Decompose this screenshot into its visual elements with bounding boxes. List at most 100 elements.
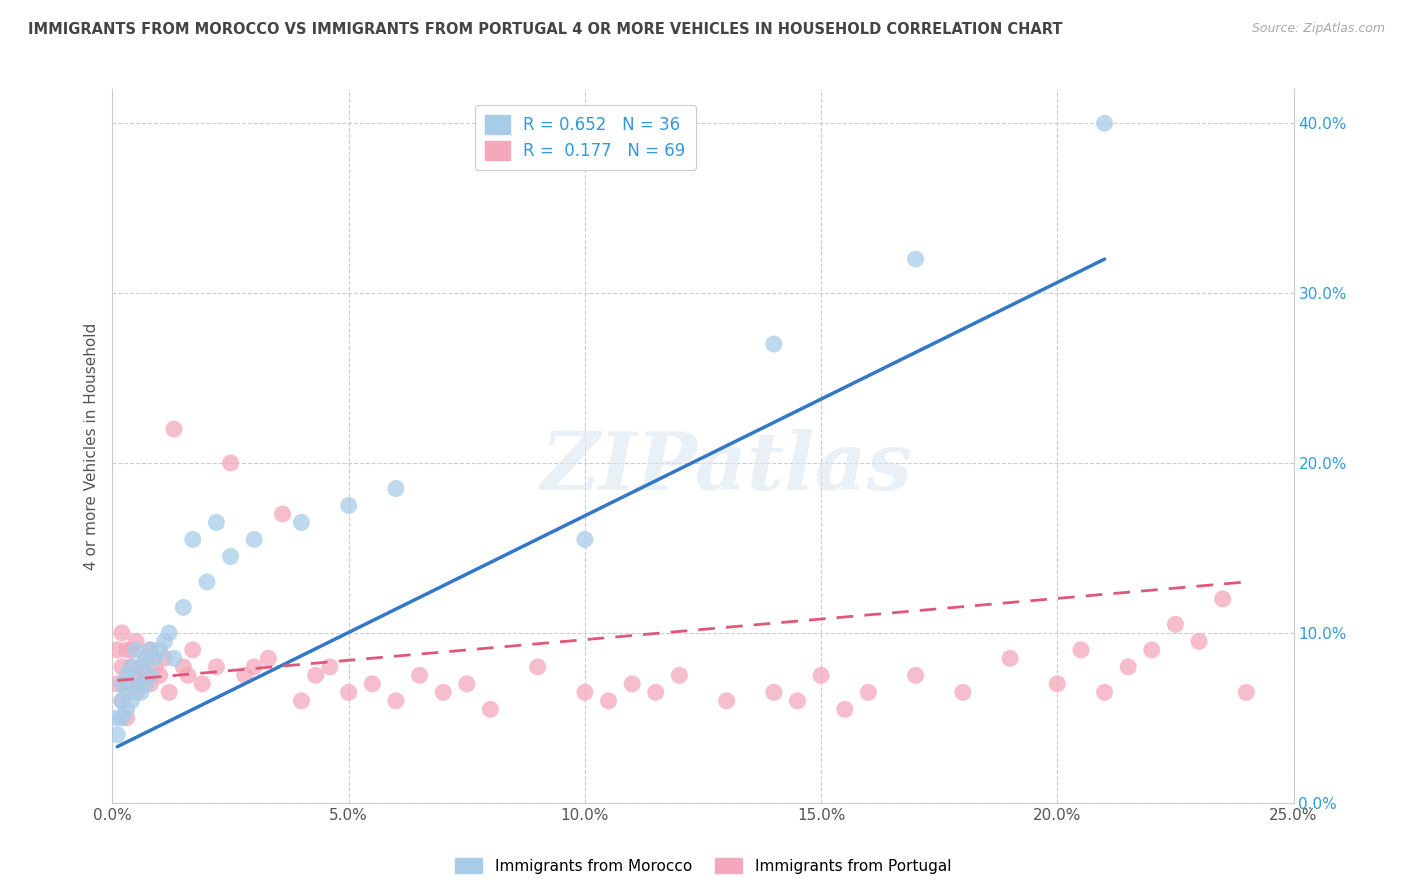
Point [125,634,148,648]
Point [1116,660,1139,674]
Legend: R = 0.652   N = 36, R =  0.177   N = 69: R = 0.652 N = 36, R = 0.177 N = 69 [475,104,696,169]
Point [1046,677,1069,691]
Point [361,677,384,691]
Point [153,634,176,648]
Point [205,660,228,674]
Point [135,668,157,682]
Point [621,677,644,691]
Point [290,516,312,530]
Text: Source: ZipAtlas.com: Source: ZipAtlas.com [1251,22,1385,36]
Point [172,600,194,615]
Point [385,694,408,708]
Point [120,660,142,674]
Point [181,643,204,657]
Point [243,533,266,547]
Text: ZIPatlas: ZIPatlas [540,429,912,506]
Point [115,668,138,682]
Point [139,677,162,691]
Point [1094,116,1116,130]
Point [205,516,228,530]
Point [125,668,148,682]
Point [762,685,785,699]
Point [337,685,360,699]
Point [181,533,204,547]
Point [243,660,266,674]
Point [120,677,142,691]
Point [125,643,148,657]
Point [163,422,186,436]
Point [125,677,148,691]
Point [135,651,157,665]
Point [526,660,548,674]
Point [120,694,142,708]
Point [143,660,166,674]
Point [456,677,478,691]
Point [153,651,176,665]
Point [952,685,974,699]
Point [1164,617,1187,632]
Point [115,685,138,699]
Point [157,626,180,640]
Point [115,711,138,725]
Legend: Immigrants from Morocco, Immigrants from Portugal: Immigrants from Morocco, Immigrants from… [449,852,957,880]
Point [157,685,180,699]
Point [319,660,342,674]
Point [135,677,157,691]
Point [105,728,128,742]
Point [1140,643,1163,657]
Point [762,337,785,351]
Point [810,668,832,682]
Point [111,626,134,640]
Point [105,643,128,657]
Point [233,668,256,682]
Point [120,643,142,657]
Point [668,668,690,682]
Point [1070,643,1092,657]
Point [111,711,134,725]
Point [257,651,280,665]
Point [195,574,218,589]
Point [337,499,360,513]
Point [163,651,186,665]
Point [716,694,738,708]
Point [479,702,502,716]
Text: IMMIGRANTS FROM MOROCCO VS IMMIGRANTS FROM PORTUGAL 4 OR MORE VEHICLES IN HOUSEH: IMMIGRANTS FROM MOROCCO VS IMMIGRANTS FR… [28,22,1063,37]
Point [644,685,666,699]
Point [105,677,128,691]
Point [177,668,200,682]
Point [219,456,242,470]
Point [904,668,927,682]
Point [115,702,138,716]
Point [1094,685,1116,699]
Point [115,643,138,657]
Point [115,677,138,691]
Point [125,685,148,699]
Point [786,694,808,708]
Point [139,643,162,657]
Point [598,694,620,708]
Point [574,533,596,547]
Point [432,685,454,699]
Point [149,668,172,682]
Point [1188,634,1211,648]
Point [858,685,880,699]
Point [834,702,856,716]
Point [129,685,152,699]
Point [111,694,134,708]
Point [191,677,214,691]
Point [172,660,194,674]
Point [1234,685,1257,699]
Point [139,643,162,657]
Y-axis label: 4 or more Vehicles in Household: 4 or more Vehicles in Household [83,322,98,570]
Point [129,660,152,674]
Point [574,685,596,699]
Point [120,660,142,674]
Point [290,694,312,708]
Point [143,651,166,665]
Point [304,668,326,682]
Point [111,694,134,708]
Point [219,549,242,564]
Point [139,668,162,682]
Point [111,660,134,674]
Point [904,252,927,266]
